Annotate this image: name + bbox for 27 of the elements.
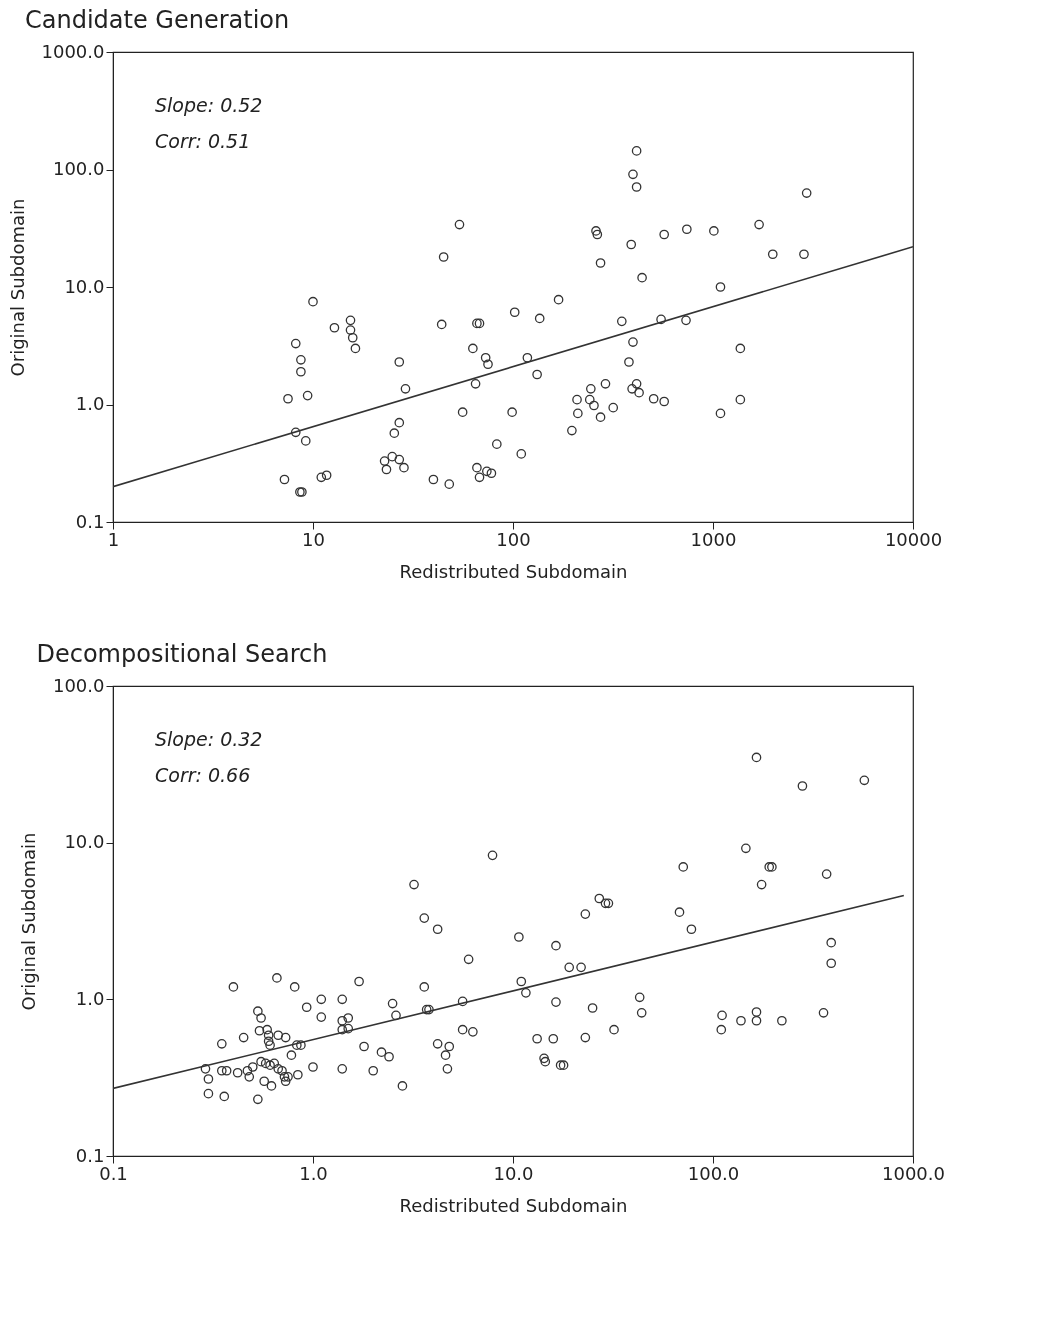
annotation: Slope: 0.52 <box>155 94 263 116</box>
y-axis-title: Original Subdomain <box>17 832 39 1011</box>
x-tick-label: 1000 <box>690 528 737 550</box>
x-tick-label: 1.0 <box>299 1162 328 1184</box>
y-tick-label: 1000.0 <box>41 40 105 62</box>
y-axis-title: Original Subdomain <box>6 198 28 377</box>
chart-title: Decompositional Search <box>36 640 328 668</box>
x-tick-label: 10 <box>302 528 325 550</box>
chart-title: Candidate Generation <box>25 6 290 34</box>
y-tick-label: 10.0 <box>64 275 105 297</box>
x-tick-label: 10000 <box>884 528 943 550</box>
x-tick-label: 100.0 <box>687 1162 740 1184</box>
annotation: Corr: 0.66 <box>155 764 251 786</box>
x-tick-label: 1 <box>107 528 120 550</box>
annotation: Slope: 0.32 <box>155 728 263 750</box>
y-tick-label: 0.1 <box>75 510 105 532</box>
y-tick-label: 1.0 <box>75 987 105 1009</box>
y-tick-label: 100.0 <box>52 674 105 696</box>
x-axis-title: Redistributed Subdomain <box>399 1194 628 1216</box>
x-tick-label: 10.0 <box>493 1162 534 1184</box>
y-tick-label: 100.0 <box>52 158 105 179</box>
y-tick-label: 1.0 <box>75 393 105 414</box>
x-tick-label: 100 <box>496 528 531 550</box>
x-axis-title: Redistributed Subdomain <box>399 560 628 582</box>
x-tick-label: 1000.0 <box>882 1162 945 1184</box>
y-tick-label: 10.0 <box>64 831 105 853</box>
annotation: Corr: 0.51 <box>155 130 251 152</box>
